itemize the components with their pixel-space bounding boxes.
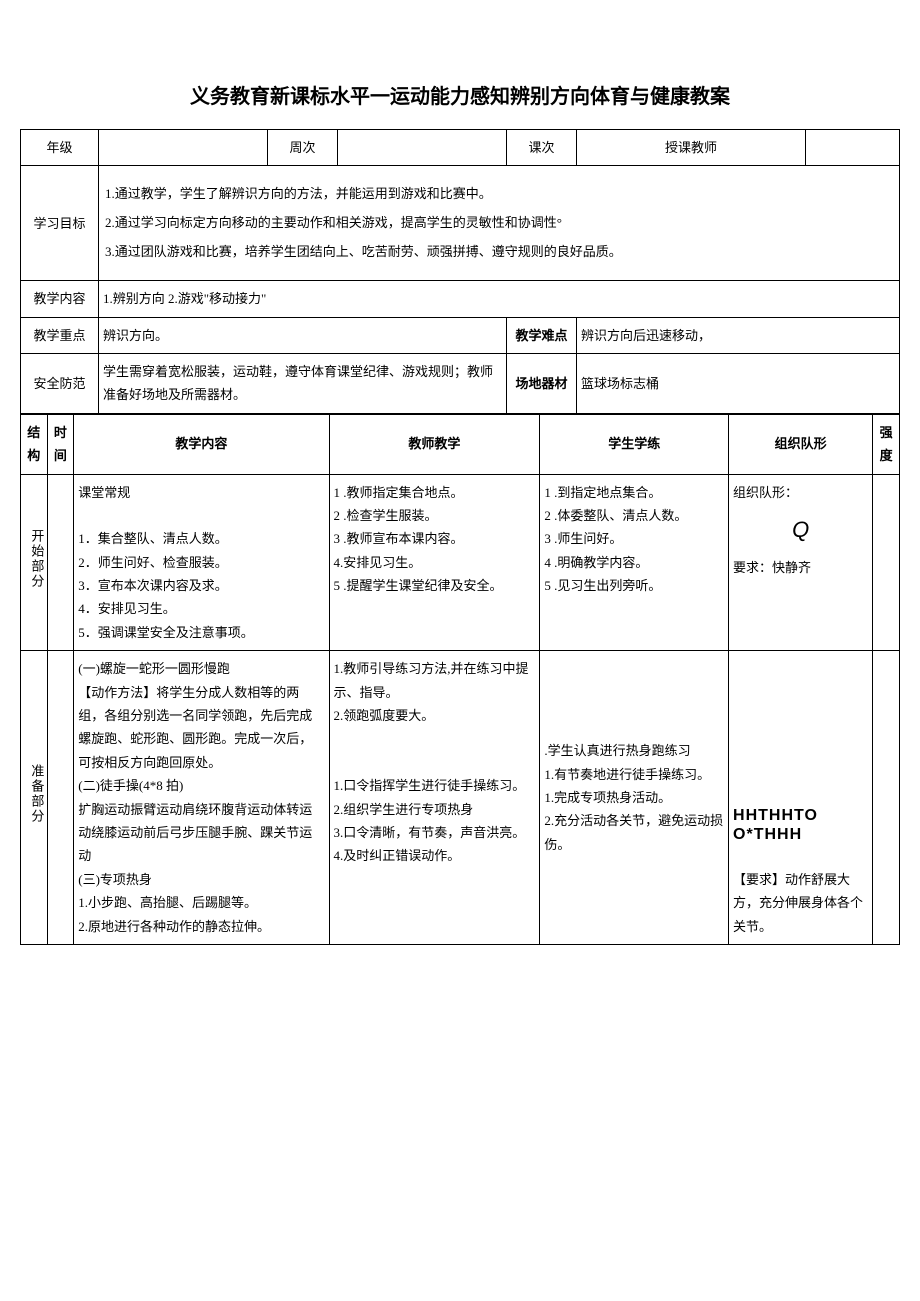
key-text: 辨识方向。 [99, 317, 507, 353]
venue-text: 篮球场标志桶 [576, 353, 899, 413]
teach-content-label: 教学内容 [21, 281, 99, 317]
formation-pattern: HHTHHTO O*THHH [733, 806, 868, 844]
plan-detail-table: 结构 时间 教学内容 教师教学 学生学练 组织队形 强度 开始部分 课堂常规 1… [20, 414, 900, 945]
grade-value [99, 130, 268, 166]
week-value [337, 130, 506, 166]
section-prep-time [47, 651, 74, 945]
objectives-label: 学习目标 [21, 166, 99, 281]
section-start-row: 开始部分 课堂常规 1．集合整队、清点人数。 2．师生问好、检查服装。 3．宣布… [21, 474, 900, 651]
formation-symbol-icon: Q [733, 510, 868, 550]
safety-text: 学生需穿着宽松服装，运动鞋，遵守体育课堂纪律、游戏规则；教师准备好场地及所需器材… [99, 353, 507, 413]
section-start-name: 开始部分 [21, 474, 48, 651]
col-formation: 组织队形 [729, 414, 873, 474]
section-start-teacher: 1 .教师指定集合地点。 2 .检查学生服装。 3 .教师宣布本课内容。 4.安… [329, 474, 540, 651]
section-prep-intensity [873, 651, 900, 945]
key-row: 教学重点 辨识方向。 教学难点 辨识方向后迅速移动， [21, 317, 900, 353]
teach-content-text: 1.辨别方向 2.游戏"移动接力" [99, 281, 900, 317]
formation-requirement: 【要求】动作舒展大方，充分伸展身体各个关节。 [733, 872, 863, 934]
section-prep-content: (一)螺旋一蛇形一圆形慢跑 【动作方法】将学生分成人数相等的两组，各组分别选一名… [74, 651, 329, 945]
lesson-plan-table: 年级 周次 课次 授课教师 学习目标 1.通过教学，学生了解辨识方向的方法，并能… [20, 129, 900, 414]
section-start-intensity [873, 474, 900, 651]
lesson-label: 课次 [506, 130, 576, 166]
safety-label: 安全防范 [21, 353, 99, 413]
teach-content-row: 教学内容 1.辨别方向 2.游戏"移动接力" [21, 281, 900, 317]
formation-title: 组织队形： [733, 485, 798, 500]
page-title: 义务教育新课标水平一运动能力感知辨别方向体育与健康教案 [20, 80, 900, 109]
key-label: 教学重点 [21, 317, 99, 353]
objectives-text: 1.通过教学，学生了解辨识方向的方法，并能运用到游戏和比赛中。 2.通过学习向标… [99, 166, 900, 281]
col-content: 教学内容 [74, 414, 329, 474]
section-start-time [47, 474, 74, 651]
section-prep-row: 准备部分 (一)螺旋一蛇形一圆形慢跑 【动作方法】将学生分成人数相等的两组，各组… [21, 651, 900, 945]
section-prep-student: .学生认真进行热身跑练习 1.有节奏地进行徒手操练习。 1.完成专项热身活动。 … [540, 651, 729, 945]
teacher-value [806, 130, 900, 166]
col-intensity: 强度 [873, 414, 900, 474]
grade-label: 年级 [21, 130, 99, 166]
section-start-student: 1 .到指定地点集合。 2 .体委整队、清点人数。 3 .师生问好。 4 .明确… [540, 474, 729, 651]
col-teacher: 教师教学 [329, 414, 540, 474]
header-row: 年级 周次 课次 授课教师 [21, 130, 900, 166]
section-start-formation: 组织队形： Q 要求：快静齐 [729, 474, 873, 651]
teacher-label: 授课教师 [576, 130, 805, 166]
detail-header-row: 结构 时间 教学内容 教师教学 学生学练 组织队形 强度 [21, 414, 900, 474]
section-start-content: 课堂常规 1．集合整队、清点人数。 2．师生问好、检查服装。 3．宣布本次课内容… [74, 474, 329, 651]
section-prep-name: 准备部分 [21, 651, 48, 945]
col-time: 时间 [47, 414, 74, 474]
safety-row: 安全防范 学生需穿着宽松服装，运动鞋，遵守体育课堂纪律、游戏规则；教师准备好场地… [21, 353, 900, 413]
col-structure: 结构 [21, 414, 48, 474]
venue-label: 场地器材 [506, 353, 576, 413]
section-prep-formation: HHTHHTO O*THHH 【要求】动作舒展大方，充分伸展身体各个关节。 [729, 651, 873, 945]
difficulty-text: 辨识方向后迅速移动， [576, 317, 899, 353]
week-label: 周次 [267, 130, 337, 166]
section-prep-teacher: 1.教师引导练习方法,并在练习中提示、指导。 2.领跑弧度要大。 1.口令指挥学… [329, 651, 540, 945]
col-student: 学生学练 [540, 414, 729, 474]
formation-requirement: 要求：快静齐 [733, 560, 811, 575]
difficulty-label: 教学难点 [506, 317, 576, 353]
objectives-row: 学习目标 1.通过教学，学生了解辨识方向的方法，并能运用到游戏和比赛中。 2.通… [21, 166, 900, 281]
